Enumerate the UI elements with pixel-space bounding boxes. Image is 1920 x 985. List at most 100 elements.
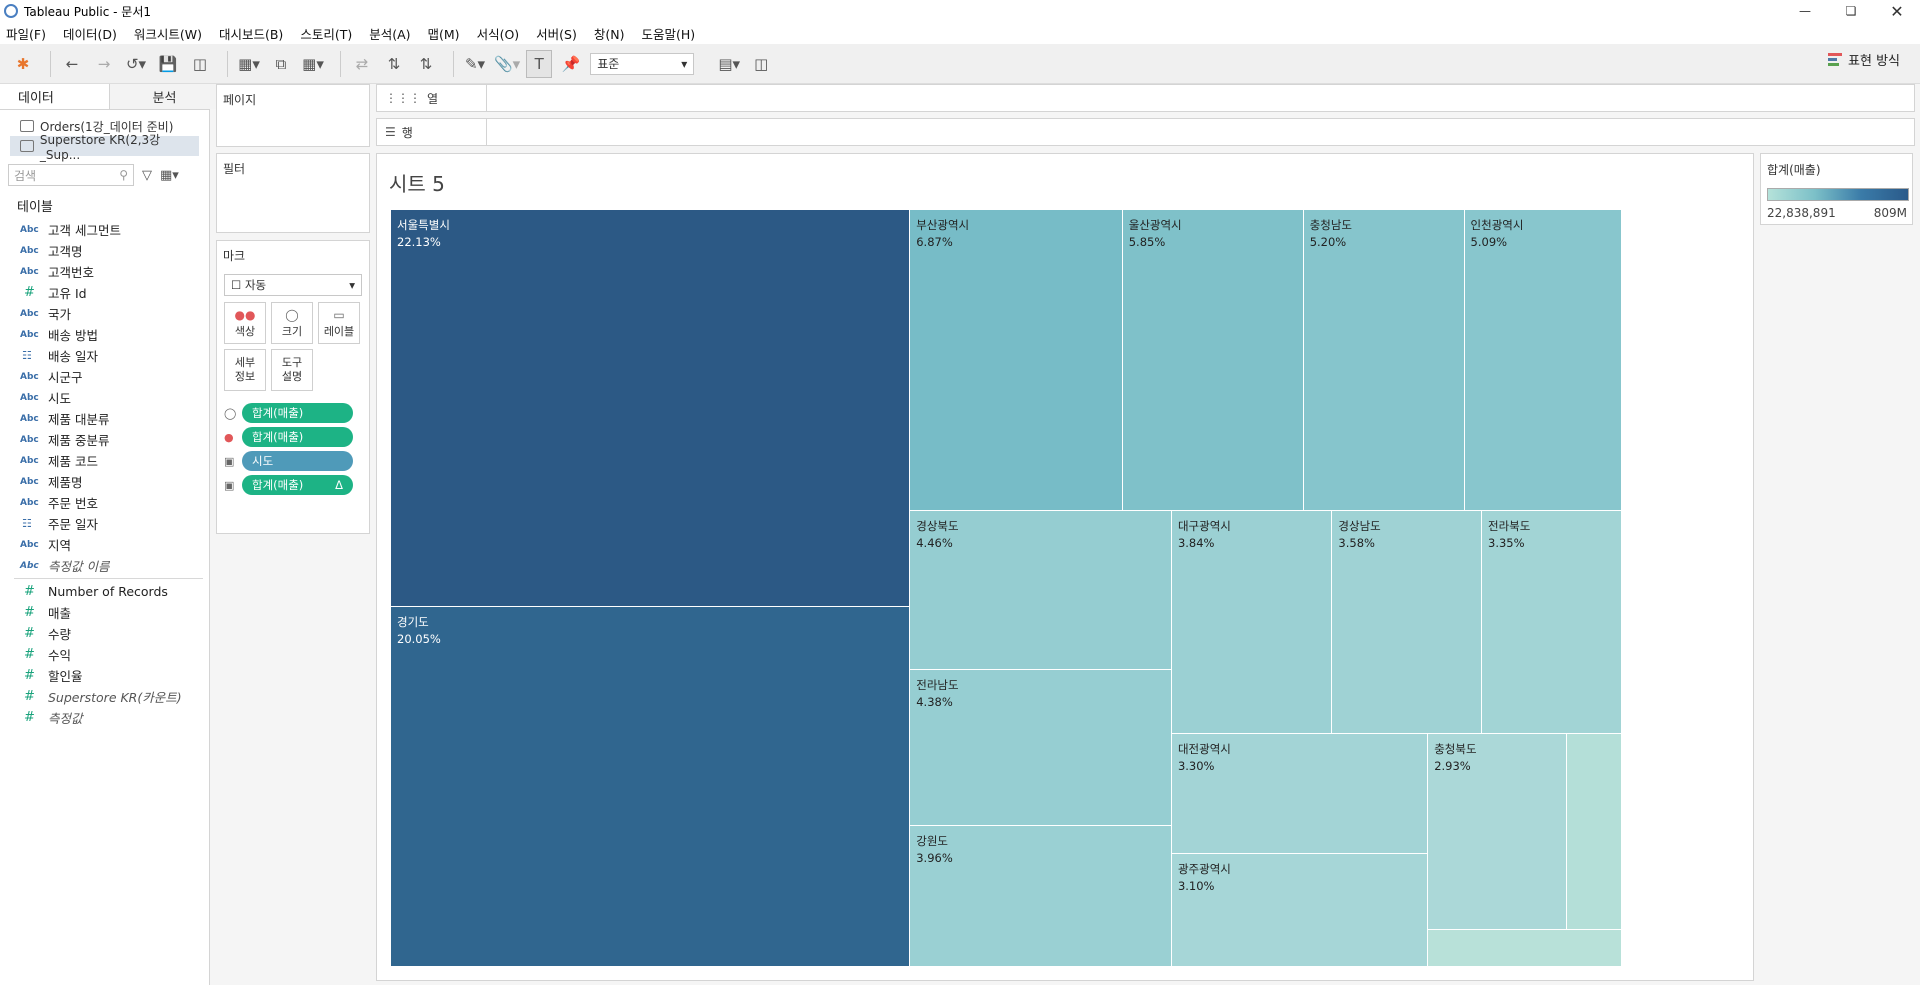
field-item[interactable]: Abc 고객명 xyxy=(0,240,209,261)
group-members-icon[interactable]: 📎▾ xyxy=(494,54,521,73)
treemap-tile[interactable]: 경상남도 3.58% xyxy=(1332,511,1482,735)
menu-map[interactable]: 맵(M) xyxy=(427,26,460,42)
treemap-tile[interactable]: 경상북도 4.46% xyxy=(910,511,1172,671)
field-item[interactable]: Abc 시군구 xyxy=(0,366,209,387)
highlight-icon[interactable]: ✎▾ xyxy=(464,54,486,73)
fit-select[interactable]: 표준 ▾ xyxy=(590,52,695,75)
field-item[interactable]: ☷ 배송 일자 xyxy=(0,345,209,366)
sort-ascending-icon[interactable]: ⇅ xyxy=(387,54,401,73)
new-worksheet-icon[interactable]: ▦▾ xyxy=(238,54,260,73)
swap-rows-columns-icon[interactable]: ⇄ xyxy=(355,54,369,73)
field-pill[interactable]: 시도 xyxy=(242,451,353,471)
mark-type-select[interactable]: ☐ 자동 ▾ xyxy=(224,274,362,296)
pages-card[interactable]: 페이지 xyxy=(216,84,370,147)
menu-file[interactable]: 파일(F) xyxy=(6,26,46,42)
duplicate-sheet-icon[interactable]: ⧉ xyxy=(275,54,287,73)
field-item[interactable]: Abc 제품 대분류 xyxy=(0,408,209,429)
treemap-tile[interactable]: 충청남도 5.20% xyxy=(1303,210,1465,512)
tab-analysis[interactable]: 분석 xyxy=(110,84,220,109)
color-legend[interactable]: 합계(매출) 22,838,891 809M xyxy=(1760,153,1913,225)
field-item[interactable]: Abc 측정값 이름 xyxy=(0,555,209,576)
clear-sheet-icon[interactable]: ▦▾ xyxy=(302,54,324,73)
field-item[interactable]: # 할인율 xyxy=(0,665,209,686)
treemap-chart[interactable]: 서울특별시 22.13% 경기도 20.05% 부산광역시 6.87% 울산광역시 5.85%… xyxy=(391,210,1622,967)
menu-analysis[interactable]: 분석(A) xyxy=(369,26,411,42)
field-pill[interactable]: 합계(매출) xyxy=(242,427,353,447)
treemap-tile[interactable]: 경기도 20.05% xyxy=(391,607,911,967)
rows-shelf[interactable]: ☰ 행 xyxy=(376,118,1915,146)
field-item[interactable]: # 측정값 xyxy=(0,707,209,728)
field-item[interactable]: # Superstore KR(카운트) xyxy=(0,686,209,707)
field-search-input[interactable]: 검색 ⚲ xyxy=(8,164,134,186)
tableau-start-icon[interactable]: ✱ xyxy=(16,54,30,73)
field-item[interactable]: Abc 고객번호 xyxy=(0,261,209,282)
treemap-tile[interactable]: 서울특별시 22.13% xyxy=(391,210,911,608)
new-datasource-icon[interactable]: ◫ xyxy=(192,54,208,73)
show-me-button[interactable]: 표현 방식 xyxy=(1828,50,1900,69)
redo-icon[interactable]: → xyxy=(97,54,111,73)
close-icon[interactable]: ✕ xyxy=(1890,1,1904,21)
field-item[interactable]: # 매출 xyxy=(0,602,209,623)
tile-label: 충청남도 xyxy=(1309,218,1353,232)
presentation-mode-icon[interactable]: ◫ xyxy=(754,54,769,73)
view-options-icon[interactable]: ▦▾ xyxy=(160,167,179,183)
treemap-tile[interactable]: 전라북도 3.35% xyxy=(1482,511,1622,735)
field-item[interactable]: # 수량 xyxy=(0,623,209,644)
menu-server[interactable]: 서버(S) xyxy=(536,26,577,42)
treemap-tile[interactable]: 울산광역시 5.85% xyxy=(1122,210,1304,512)
field-item[interactable]: Abc 주문 번호 xyxy=(0,492,209,513)
columns-shelf[interactable]: ⋮⋮⋮ 열 xyxy=(376,84,1915,112)
menu-story[interactable]: 스토리(T) xyxy=(300,26,353,42)
treemap-tile[interactable]: 전라남도 4.38% xyxy=(910,670,1172,826)
tooltip-button[interactable]: 도구 설명 xyxy=(271,349,313,391)
menu-worksheet[interactable]: 워크시트(W) xyxy=(133,26,202,42)
filters-card[interactable]: 필터 xyxy=(216,153,370,233)
treemap-tile[interactable] xyxy=(1428,930,1622,967)
datasource-orders[interactable]: Orders(1강_데이터 준비) xyxy=(0,116,209,136)
field-item[interactable]: # 고유 Id xyxy=(0,282,209,303)
color-label: 색상 xyxy=(234,324,256,338)
field-item[interactable]: Abc 국가 xyxy=(0,303,209,324)
field-item[interactable]: Abc 제품 중분류 xyxy=(0,429,209,450)
filter-icon[interactable]: ▽ xyxy=(142,167,152,183)
field-item[interactable]: Abc 고객 세그먼트 xyxy=(0,219,209,240)
datasource-superstore[interactable]: Superstore KR(2,3강_Sup... xyxy=(10,133,199,162)
field-pill[interactable]: 합계(매출) xyxy=(242,403,353,423)
menu-window[interactable]: 창(N) xyxy=(593,26,625,42)
menu-dashboard[interactable]: 대시보드(B) xyxy=(218,26,284,42)
minimize-icon[interactable]: — xyxy=(1799,4,1811,18)
show-mark-labels-icon[interactable]: T xyxy=(526,49,553,78)
menu-help[interactable]: 도움말(H) xyxy=(641,26,696,42)
field-item[interactable]: Abc 지역 xyxy=(0,534,209,555)
field-pill[interactable]: 합계(매출) Δ xyxy=(242,475,353,495)
menu-format[interactable]: 서식(O) xyxy=(476,26,520,42)
field-item[interactable]: # Number of Records xyxy=(0,581,209,602)
show-cards-icon[interactable]: ▤▾ xyxy=(718,54,741,73)
sort-descending-icon[interactable]: ⇅ xyxy=(419,54,433,73)
treemap-tile[interactable]: 인천광역시 5.09% xyxy=(1464,210,1622,512)
menu-data[interactable]: 데이터(D) xyxy=(62,26,117,42)
treemap-tile[interactable]: 광주광역시 3.10% xyxy=(1171,854,1429,967)
treemap-tile[interactable]: 충청북도 2.93% xyxy=(1428,734,1568,931)
tab-data[interactable]: 데이터 xyxy=(0,84,110,109)
undo-icon[interactable]: ← xyxy=(65,54,79,73)
field-item[interactable]: Abc 제품명 xyxy=(0,471,209,492)
treemap-tile[interactable] xyxy=(1567,734,1622,931)
field-item[interactable]: ☷ 주문 일자 xyxy=(0,513,209,534)
label-button[interactable]: ▭ 레이블 xyxy=(318,302,360,344)
field-item[interactable]: Abc 제품 코드 xyxy=(0,450,209,471)
size-button[interactable]: ◯ 크기 xyxy=(271,302,313,344)
field-item[interactable]: Abc 배송 방법 xyxy=(0,324,209,345)
field-item[interactable]: # 수익 xyxy=(0,644,209,665)
pin-axes-icon[interactable]: 📌 xyxy=(561,54,581,73)
field-item[interactable]: Abc 시도 xyxy=(0,387,209,408)
detail-button[interactable]: 세부 정보 xyxy=(224,349,266,391)
save-icon[interactable]: 💾 xyxy=(158,54,178,73)
treemap-tile[interactable]: 부산광역시 6.87% xyxy=(910,210,1123,512)
treemap-tile[interactable]: 대전광역시 3.30% xyxy=(1171,734,1429,855)
swap-icon[interactable]: ↺▾ xyxy=(125,54,147,73)
treemap-tile[interactable]: 강원도 3.96% xyxy=(910,826,1172,967)
maximize-icon[interactable]: ❏ xyxy=(1845,4,1857,18)
treemap-tile[interactable]: 대구광역시 3.84% xyxy=(1171,511,1333,735)
color-button[interactable]: ●● 색상 xyxy=(224,302,266,344)
